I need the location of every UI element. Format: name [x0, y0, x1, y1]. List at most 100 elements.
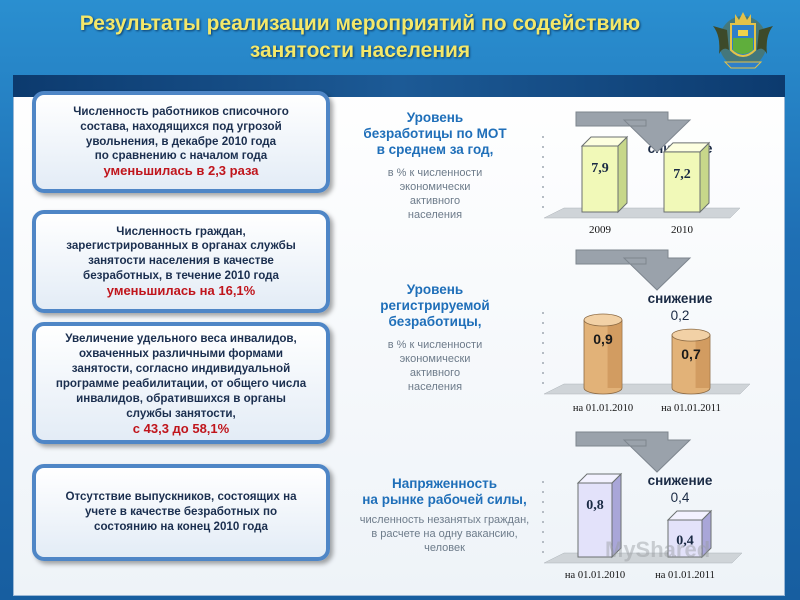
chart-1-title: Уровень безработицы по МОТ в среднем за …: [340, 110, 530, 158]
chart-subtitle-line: в % к численности: [387, 167, 483, 179]
chart-title-line: Уровень: [406, 282, 464, 297]
axis-tick: [542, 196, 544, 198]
coat-of-arms-icon: [713, 12, 773, 69]
tick-label: 2010: [671, 224, 694, 236]
axis-tick: [542, 186, 544, 188]
box-line: инвалидов, обратившихся в органы: [76, 391, 286, 405]
axis-tick: [542, 352, 544, 354]
chart-3-title: Напряженность на рынке рабочей силы,: [332, 476, 557, 508]
chart-subtitle-line: активного: [409, 367, 461, 379]
box-line: занятости, согласно индивидуальной: [71, 361, 291, 375]
axis-tick: [542, 541, 544, 543]
data-label: 0,7: [681, 346, 701, 362]
bar-top: [666, 510, 713, 521]
axis-tick: [542, 206, 544, 208]
bar-top: [662, 142, 711, 153]
box-line: увольнения, в декабре 2010 года: [85, 134, 277, 148]
axis-tick: [542, 531, 544, 533]
box-line: состоянию на конец 2010 года: [94, 519, 268, 533]
decrease-label: снижение: [647, 473, 713, 488]
bar-shade: [607, 320, 622, 388]
chart-unemployment-ilo: 7,9 2009 7,2 2010: [542, 135, 741, 236]
chart-floor: [543, 383, 751, 395]
data-label: 0,8: [586, 498, 604, 513]
axis-tick: [542, 551, 544, 553]
tick-label: на 01.01.2011: [661, 403, 721, 414]
box-highlight: с 43,3 до 58,1%: [132, 420, 230, 436]
chart-title-line: в среднем за год,: [376, 142, 494, 157]
box-line: зарегистрированных в органах службы: [66, 239, 296, 253]
tick-label: на 01.01.2010: [573, 403, 633, 414]
page-title: Результаты реализации мероприятий по сод…: [20, 10, 700, 64]
bar-side: [699, 141, 710, 214]
chart-subtitle-line: в % к численности: [387, 339, 483, 351]
box-line: программе реабилитации, от общего числа: [55, 376, 307, 390]
axis-tick: [542, 166, 544, 168]
chart-subtitle-line: численность незанятых граждан,: [359, 514, 530, 526]
bar-side: [617, 135, 628, 214]
data-label: 0,4: [676, 534, 694, 549]
axis-tick: [542, 332, 544, 334]
box-line: учете в качестве безработных по: [84, 505, 278, 519]
chart-subtitle-line: населения: [407, 381, 463, 393]
info-box-workers: Численность работников списочного состав…: [32, 91, 330, 193]
chart-2-title: Уровень регистрируемой безработицы,: [340, 282, 530, 330]
chart-subtitle-line: населения: [407, 209, 463, 221]
chart-floor: [543, 207, 741, 219]
chart-1-subtitle: в % к численности экономически активного…: [340, 166, 530, 222]
axis-tick: [542, 146, 544, 148]
data-label: 7,9: [591, 161, 609, 176]
tick-label: 2009: [589, 224, 612, 236]
axis-tick: [542, 491, 544, 493]
box-line: Увеличение удельного веса инвалидов,: [65, 331, 297, 345]
axis-tick: [542, 382, 544, 384]
box-line: Численность граждан,: [116, 224, 246, 238]
chart-title-line: безработицы по МОТ: [363, 126, 507, 141]
chart-title-line: Уровень: [406, 110, 464, 125]
bar-на 01.01.2010: [577, 482, 613, 558]
box-line: по сравнению с началом года: [94, 149, 268, 163]
bar-2010: [663, 151, 701, 213]
bar-shade: [695, 335, 710, 388]
box-line: безработных, в течение 2010 года: [83, 268, 279, 282]
axis-tick: [542, 322, 544, 324]
chart-title-line: на рынке рабочей силы,: [362, 492, 527, 507]
axis-tick: [542, 362, 544, 364]
box-highlight: уменьшилась в 2,3 раза: [103, 163, 259, 179]
axis-tick: [542, 342, 544, 344]
bar-top: [583, 313, 623, 327]
chart-title-line: безработицы,: [388, 314, 482, 329]
box-line: занятости населения в качестве: [88, 254, 274, 268]
chart-subtitle-line: в расчете на одну вакансию,: [371, 528, 518, 540]
tick-label: на 01.01.2011: [655, 570, 715, 581]
data-label: 7,2: [673, 167, 691, 182]
data-label: 0,9: [593, 331, 613, 347]
chart-registered-unemployment: 0,9 на 01.01.2010 0,7 на 01.01.2011: [542, 312, 751, 414]
chart-subtitle-line: активного: [409, 195, 461, 207]
box-highlight: уменьшилась на 16,1%: [106, 282, 256, 298]
chart-labor-tension: 0,8 на 01.01.2010 0,4 на 01.01.2011: [542, 472, 743, 581]
chart-title-line: Напряженность: [391, 476, 498, 491]
axis-tick: [542, 312, 544, 314]
axis-tick: [542, 136, 544, 138]
box-line: Отсутствие выпускников, состоящих на: [65, 490, 297, 504]
title-line-1: Результаты реализации мероприятий по сод…: [79, 12, 641, 35]
tick-label: на 01.01.2010: [565, 570, 625, 581]
axis-tick: [542, 511, 544, 513]
chart-subtitle-line: экономически: [399, 181, 471, 193]
bar-top: [576, 473, 623, 484]
info-box-graduates: Отсутствие выпускников, состоящих на уче…: [32, 464, 330, 561]
decrease-value: 0,2: [670, 308, 690, 323]
decrease-value: 0,4: [670, 490, 690, 505]
info-box-registered: Численность граждан, зарегистрированных …: [32, 210, 330, 313]
chart-subtitle-line: экономически: [399, 353, 471, 365]
bar-top: [580, 136, 629, 147]
axis-tick: [542, 372, 544, 374]
axis-tick: [542, 481, 544, 483]
box-line: охваченных различными формами: [78, 346, 284, 360]
watermark: MyShared: [605, 537, 711, 562]
title-line-2: занятости населения: [249, 39, 471, 62]
bar-2009: [581, 145, 619, 213]
info-box-disabled: Увеличение удельного веса инвалидов, охв…: [32, 322, 330, 444]
bar-top: [671, 328, 711, 342]
